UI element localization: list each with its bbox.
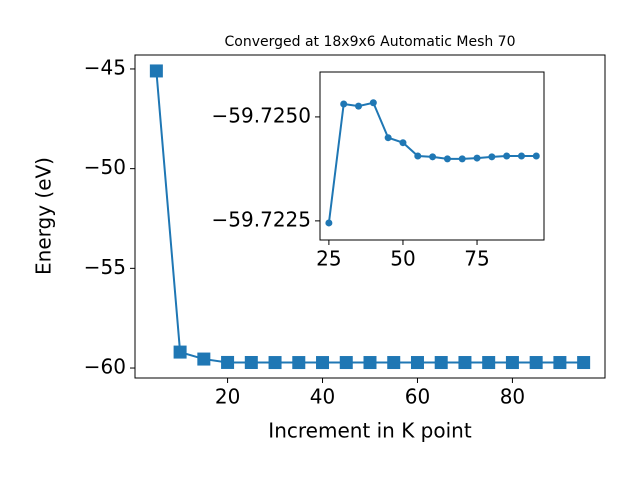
marker — [384, 134, 392, 142]
marker — [221, 355, 235, 369]
marker — [505, 356, 519, 370]
marker — [325, 219, 333, 227]
y-tick-label: −50 — [84, 155, 126, 179]
y-tick-label: −59.7225 — [212, 207, 311, 231]
axes-frame — [319, 71, 545, 241]
y-tick-label: −60 — [84, 355, 126, 379]
marker — [482, 356, 496, 370]
marker — [173, 345, 187, 359]
x-tick-label: 25 — [316, 247, 341, 271]
marker — [553, 356, 567, 370]
marker — [503, 152, 511, 160]
y-tick-label: −59.7250 — [212, 103, 311, 127]
marker — [414, 152, 422, 160]
marker — [149, 64, 163, 78]
marker — [473, 154, 481, 162]
chart-title: Converged at 18x9x6 Automatic Mesh 70 — [225, 34, 516, 50]
marker — [369, 99, 377, 107]
marker — [244, 355, 258, 369]
marker — [399, 139, 407, 147]
marker — [429, 153, 437, 161]
marker — [577, 356, 591, 370]
y-tick-label: −45 — [84, 55, 126, 79]
x-tick-label: 40 — [310, 385, 335, 409]
marker — [458, 155, 466, 163]
marker — [488, 153, 496, 161]
marker — [434, 356, 448, 370]
marker — [410, 356, 424, 370]
x-tick-label: 75 — [464, 247, 489, 271]
marker — [529, 356, 543, 370]
marker — [517, 152, 525, 160]
marker — [532, 152, 540, 160]
marker — [443, 155, 451, 163]
x-axis-label: Increment in K point — [268, 419, 472, 443]
x-tick-label: 60 — [405, 385, 430, 409]
marker — [339, 356, 353, 370]
marker — [292, 356, 306, 370]
marker — [458, 356, 472, 370]
marker — [316, 356, 330, 370]
x-tick-label: 20 — [215, 385, 240, 409]
marker — [340, 100, 348, 108]
x-tick-label: 50 — [390, 247, 415, 271]
marker — [197, 352, 211, 366]
marker — [355, 102, 363, 110]
x-tick-label: 80 — [500, 385, 525, 409]
y-axis-label: Energy (eV) — [32, 157, 56, 275]
marker — [363, 356, 377, 370]
y-tick-label: −55 — [84, 255, 126, 279]
axes-frame — [134, 54, 606, 379]
marker — [387, 356, 401, 370]
marker — [268, 356, 282, 370]
